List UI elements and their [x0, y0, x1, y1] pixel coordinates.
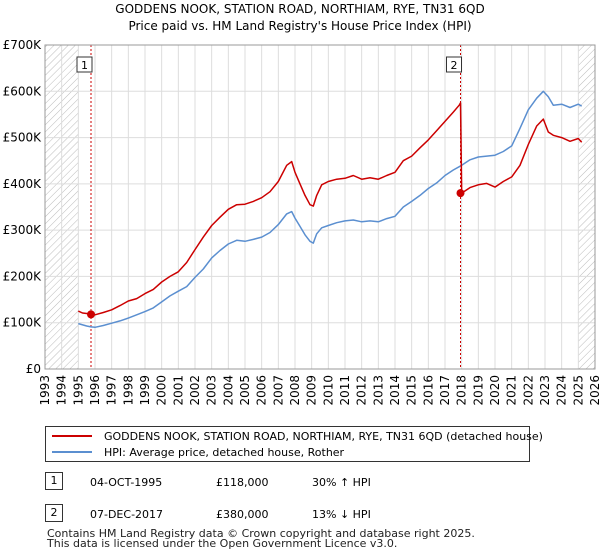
x-tick-label: 2010 [321, 375, 335, 406]
sale-label: 1 [81, 59, 88, 72]
x-tick-label: 2021 [505, 375, 519, 406]
x-tick-label: 2009 [305, 375, 319, 406]
x-tick-label: 2020 [488, 375, 502, 406]
x-tick-label: 2001 [171, 375, 185, 406]
x-tick-label: 1995 [71, 375, 85, 406]
transaction-date: 04-OCT-1995 [90, 476, 163, 489]
x-tick-label: 1996 [88, 375, 102, 406]
sale-point [456, 189, 465, 198]
x-tick-label: 1998 [121, 375, 135, 406]
x-tick-label: 2024 [555, 375, 569, 406]
transaction-hpi-diff: 30% ↑ HPI [312, 476, 371, 489]
x-tick-label: 2003 [205, 375, 219, 406]
x-tick-label: 2023 [538, 375, 552, 406]
x-tick-label: 2014 [388, 375, 402, 406]
transaction-number: 1 [45, 472, 63, 490]
y-tick-label: £700K [3, 38, 43, 52]
x-tick-label: 2017 [438, 375, 452, 406]
sale-label-box [446, 56, 462, 73]
x-tick-label: 2011 [338, 375, 352, 406]
hpi-series-line [78, 90, 583, 329]
x-tick-label: 2019 [471, 375, 485, 406]
y-tick-label: £400K [3, 177, 43, 191]
x-tick-label: 1994 [55, 375, 69, 406]
x-tick-label: 2002 [188, 375, 202, 406]
sale-point [87, 310, 95, 319]
y-tick-label: £300K [3, 223, 43, 237]
x-tick-layer: 1993 1994 1995 1996 1997 1998 1999 2000 2001 2002… [38, 375, 600, 406]
x-tick-label: 2008 [288, 375, 302, 406]
sale-label-box [76, 56, 93, 73]
x-tick-label: 2000 [155, 375, 169, 406]
footer-line-2: This data is licensed under the Open Gov… [47, 537, 398, 550]
x-tick-label: 2004 [221, 375, 235, 406]
transaction-hpi-diff: 13% ↓ HPI [312, 508, 371, 521]
property-series-line [77, 102, 583, 316]
y-tick-label: £100K [3, 316, 43, 330]
legend-swatch-hpi [52, 451, 92, 453]
legend-label-hpi: HPI: Average price, detached house, Roth… [104, 445, 345, 459]
transaction-date: 07-DEC-2017 [90, 508, 164, 521]
transaction-price: £118,000 [216, 476, 269, 489]
x-tick-label: 2025 [571, 375, 585, 406]
footer-line-1: Contains HM Land Registry data © Crown c… [47, 527, 475, 540]
y-tick-label: £500K [3, 131, 43, 145]
legend-item-hpi: HPI: Average price, detached house, Roth… [46, 444, 344, 460]
chart-title: GODDENS NOOK, STATION ROAD, NORTHIAM, RY… [115, 2, 484, 16]
x-tick-label: 2005 [238, 375, 252, 406]
x-tick-label: 1997 [105, 375, 119, 406]
sale-label: 2 [451, 59, 458, 72]
legend-label-property: GODDENS NOOK, STATION ROAD, NORTHIAM, RY… [104, 429, 543, 443]
x-tick-label: 2013 [371, 375, 385, 406]
x-tick-label: 2012 [355, 375, 369, 406]
transaction-number: 2 [45, 504, 63, 522]
legend-item-property: GODDENS NOOK, STATION ROAD, NORTHIAM, RY… [46, 428, 543, 444]
x-tick-label: 2015 [405, 375, 419, 406]
y-tick-label: £200K [3, 269, 43, 283]
chart-subtitle: Price paid vs. HM Land Registry's House … [128, 19, 471, 33]
x-tick-label: 2016 [421, 375, 435, 406]
y-tick-layer: £0 £100K £200K £300K £400K £500K £600K £700K [3, 38, 43, 376]
y-tick-label: £0 [26, 362, 41, 376]
plot-area [45, 45, 595, 369]
price-chart: GODDENS NOOK, STATION ROAD, NORTHIAM, RY… [3, 2, 600, 406]
legend: GODDENS NOOK, STATION ROAD, NORTHIAM, RY… [45, 426, 543, 462]
x-tick-label: 2007 [271, 375, 285, 406]
series-layer [77, 90, 583, 329]
legend-swatch-property [52, 435, 92, 437]
y-tick-label: £600K [3, 84, 43, 98]
x-tick-label: 2022 [521, 375, 535, 406]
transaction-price: £380,000 [216, 508, 269, 521]
x-tick-label: 1993 [38, 375, 52, 406]
plot-frame [44, 44, 596, 370]
x-tick-label: 2018 [455, 375, 469, 406]
x-tick-label: 2006 [255, 375, 269, 406]
x-tick-label: 1999 [138, 375, 152, 406]
footer-attribution: Contains HM Land Registry data © Crown c… [47, 527, 475, 550]
x-tick-label: 2026 [588, 375, 600, 406]
forecast-hatch [578, 45, 595, 369]
